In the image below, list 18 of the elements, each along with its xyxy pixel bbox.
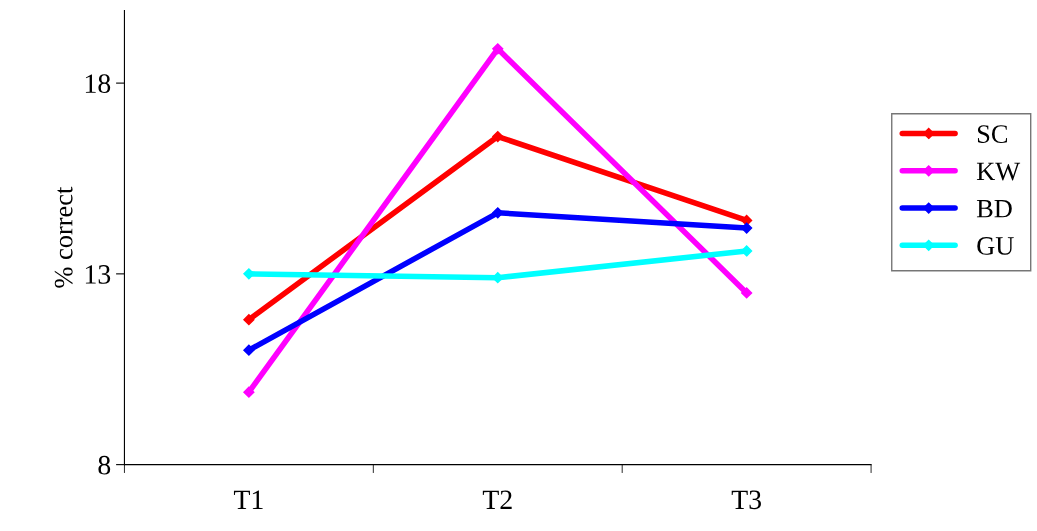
point [243,386,255,398]
legend-label: BD [976,200,1012,218]
y-tick-label: 13 [85,265,111,284]
y-tick-label: 8 [98,455,111,475]
x-tick-label: T2 [482,490,512,509]
y-axis-title: % correct [54,186,73,288]
point [492,43,504,55]
point [741,245,753,257]
legend-label: SC [977,125,1008,143]
y-tick-label: 18 [85,74,111,94]
point [243,344,255,356]
legend-label: KW [976,162,1021,181]
point [243,314,255,326]
x-tick-label: T1 [233,490,263,509]
point [492,130,504,143]
legend-label: GU [977,237,1014,255]
x-tick-label: T3 [731,490,761,510]
point [741,287,753,299]
